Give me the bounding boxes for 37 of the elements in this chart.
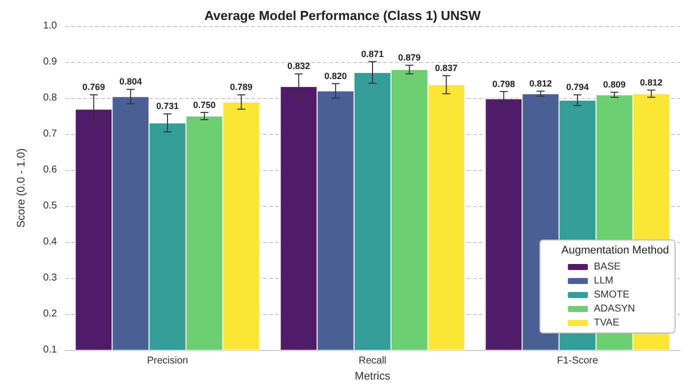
legend-label: LLM bbox=[594, 276, 614, 286]
chart-title: Average Model Performance (Class 1) UNSW bbox=[204, 8, 482, 23]
y-tick-label: 0.9 bbox=[43, 56, 58, 68]
data-label: 0.809 bbox=[603, 80, 626, 90]
y-tick-label: 0.1 bbox=[43, 344, 58, 356]
legend-label: BASE bbox=[594, 262, 621, 272]
x-tick-label: F1-Score bbox=[556, 356, 598, 367]
data-label: 0.750 bbox=[193, 100, 216, 110]
y-tick-label: 0.6 bbox=[43, 164, 58, 176]
data-label: 0.789 bbox=[230, 82, 253, 92]
y-tick-label: 0.5 bbox=[43, 200, 58, 212]
y-tick-label: 0.2 bbox=[43, 308, 58, 320]
data-label: 0.769 bbox=[82, 82, 105, 92]
y-tick-label: 0.3 bbox=[43, 272, 58, 284]
y-axis-title: Score (0.0 - 1.0) bbox=[16, 148, 28, 228]
legend-label: TVAE bbox=[594, 318, 620, 328]
y-tick-label: 0.4 bbox=[43, 236, 58, 248]
data-label: 0.794 bbox=[566, 82, 589, 92]
data-label: 0.837 bbox=[435, 62, 458, 73]
data-label: 0.812 bbox=[529, 78, 552, 89]
data-label: 0.820 bbox=[324, 70, 347, 81]
x-tick-label: Precision bbox=[146, 356, 188, 367]
y-tick-label: 0.7 bbox=[43, 128, 58, 140]
legend-label: ADASYN bbox=[594, 304, 635, 314]
data-label: 0.798 bbox=[492, 78, 515, 89]
legend-label: SMOTE bbox=[594, 290, 630, 300]
y-tick-label: 0.8 bbox=[43, 92, 58, 104]
data-label: 0.731 bbox=[156, 101, 179, 112]
x-axis-title: Metrics bbox=[354, 370, 391, 382]
data-label: 0.804 bbox=[119, 76, 142, 87]
legend-title: Augmentation Method bbox=[561, 244, 670, 256]
data-label: 0.879 bbox=[398, 52, 421, 63]
y-tick-label: 1.0 bbox=[43, 20, 58, 32]
data-label: 0.832 bbox=[287, 61, 310, 72]
x-tick-label: Recall bbox=[358, 356, 386, 367]
data-label: 0.871 bbox=[361, 48, 384, 59]
data-label: 0.812 bbox=[640, 78, 663, 88]
